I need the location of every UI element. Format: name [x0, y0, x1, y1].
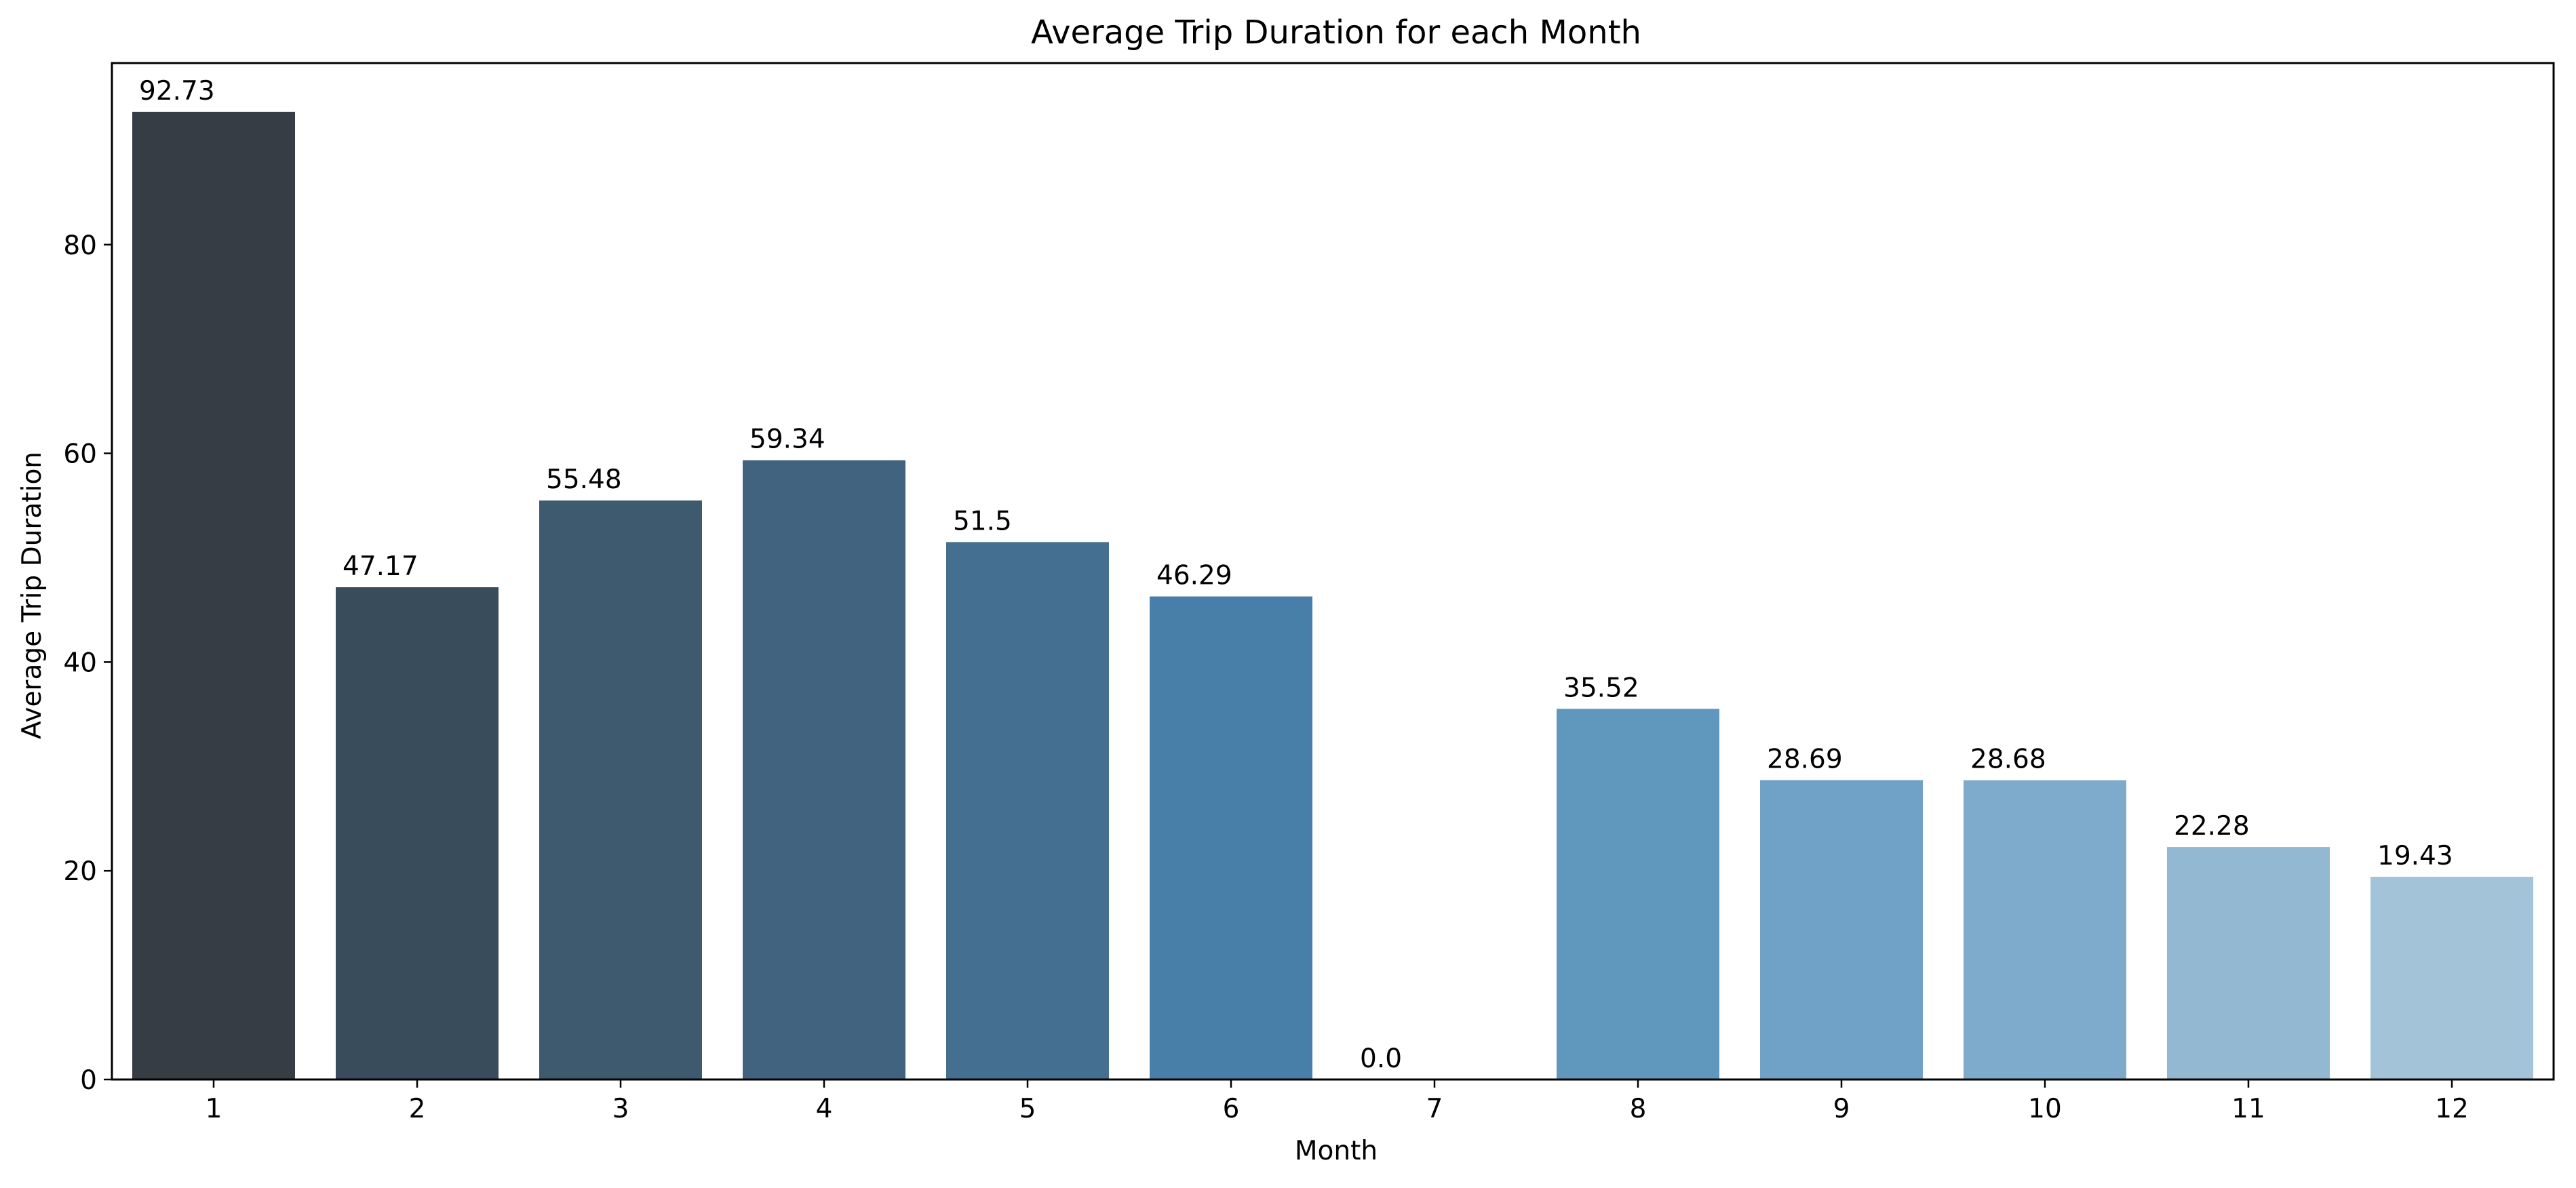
- data-label-month-7: 0.0: [1360, 1044, 1402, 1074]
- bar-month-9: [1760, 780, 1923, 1080]
- plot-frame: [111, 62, 2555, 1081]
- x-tick-label: 1: [206, 1094, 222, 1124]
- y-axis-label: Average Trip Duration: [17, 452, 47, 739]
- bar-month-6: [1150, 596, 1312, 1080]
- bar-month-1: [132, 111, 295, 1080]
- y-tick-label: 20: [63, 856, 97, 887]
- bar-month-10: [1964, 780, 2126, 1080]
- x-tick-label: 4: [816, 1094, 833, 1124]
- x-tick-label: 2: [409, 1094, 426, 1124]
- data-label-month-2: 47.17: [343, 551, 418, 582]
- y-axis: 0 20 40 60 80: [63, 231, 112, 1096]
- x-tick-label: 7: [1426, 1094, 1443, 1124]
- chart-title: Average Trip Duration for each Month: [1031, 14, 1641, 52]
- x-tick-label: 3: [612, 1094, 629, 1124]
- data-label-month-6: 46.29: [1156, 561, 1232, 591]
- bar-month-5: [946, 542, 1109, 1080]
- x-tick-label: 10: [2028, 1094, 2062, 1124]
- data-label-month-5: 51.5: [953, 506, 1012, 536]
- bar-month-11: [2167, 847, 2330, 1080]
- data-label-month-1: 92.73: [139, 76, 215, 106]
- x-tick-label: 5: [1019, 1094, 1036, 1124]
- bar-month-12: [2370, 876, 2533, 1080]
- x-tick-label: 11: [2231, 1094, 2265, 1124]
- bars-layer: [132, 111, 2533, 1080]
- x-tick-label: 6: [1223, 1094, 1240, 1124]
- y-tick-label: 40: [63, 648, 97, 678]
- data-label-month-4: 59.34: [749, 424, 825, 455]
- bar-month-8: [1557, 709, 1719, 1080]
- data-label-month-8: 35.52: [1563, 673, 1639, 703]
- x-tick-label: 8: [1630, 1094, 1647, 1124]
- data-label-month-10: 28.68: [1970, 745, 2046, 775]
- data-labels-layer: 92.73 47.17 55.48 59.34 51.5 46.29 0.0 35.52 28.…: [139, 76, 2453, 1074]
- data-label-month-12: 19.43: [2377, 841, 2453, 871]
- bar-month-4: [743, 460, 905, 1080]
- y-tick-label: 0: [80, 1065, 97, 1096]
- y-tick-label: 60: [63, 439, 97, 470]
- data-label-month-11: 22.28: [2174, 811, 2250, 842]
- data-label-month-9: 28.69: [1767, 744, 1843, 774]
- x-axis: 1 2 3 4 5 6 7 8 9 10 11 12: [206, 1080, 2469, 1124]
- y-tick-label: 80: [63, 231, 97, 261]
- x-tick-label: 12: [2435, 1094, 2469, 1124]
- data-label-month-3: 55.48: [546, 464, 622, 495]
- x-axis-label: Month: [1295, 1136, 1378, 1166]
- bar-month-2: [336, 587, 499, 1080]
- x-tick-label: 9: [1833, 1094, 1850, 1124]
- bar-month-3: [539, 500, 702, 1080]
